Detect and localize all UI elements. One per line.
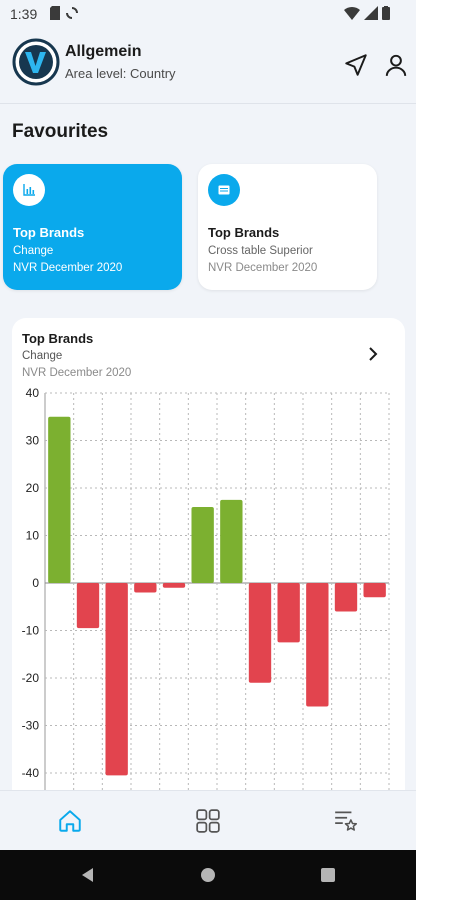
sync-icon	[66, 7, 78, 19]
chart-bar[interactable]	[306, 583, 329, 707]
favourite-card-period: NVR December 2020	[13, 262, 123, 274]
favourite-card-title: Top Brands	[13, 225, 85, 240]
favourite-card-title: Top Brands	[208, 225, 280, 240]
favourite-card-top-brands-change[interactable]: Top Brands Change NVR December 2020	[3, 164, 182, 290]
favourite-card-period: NVR December 2020	[208, 262, 318, 274]
location-button[interactable]	[341, 50, 371, 80]
status-time: 1:39	[10, 6, 38, 22]
bar-chart-icon	[23, 184, 35, 196]
favourite-card-subtitle: Cross table Superior	[208, 245, 313, 257]
page-title: Allgemein	[65, 43, 142, 60]
chart-bar[interactable]	[76, 583, 100, 629]
system-navigation-bar	[0, 850, 416, 900]
profile-button[interactable]	[381, 50, 411, 80]
chart-bar[interactable]	[105, 583, 128, 776]
y-tick-label: 40	[26, 386, 40, 400]
chart-bar[interactable]	[134, 583, 157, 593]
app-header: Allgemein Area level: Country	[0, 28, 416, 104]
status-bar: 1:39	[0, 0, 416, 28]
chart-bar[interactable]	[334, 583, 358, 612]
open-chart-button[interactable]	[363, 344, 383, 364]
chart-card-subtitle: Change	[22, 350, 63, 362]
y-tick-label: -30	[22, 719, 40, 733]
grid-icon	[196, 809, 220, 833]
nav-favourites[interactable]	[330, 805, 362, 837]
area-level-label: Area level: Country	[65, 66, 176, 81]
battery-icon	[382, 6, 390, 20]
y-tick-label: -20	[22, 671, 40, 685]
home-circle-icon[interactable]	[198, 865, 218, 885]
chart-card-title: Top Brands	[22, 331, 94, 346]
favourites-heading: Favourites	[12, 121, 109, 142]
sd-card-icon	[50, 6, 60, 20]
y-tick-label: 20	[26, 481, 40, 495]
chevron-right-icon	[369, 347, 378, 361]
favourites-list-icon	[335, 811, 358, 831]
app-screen: 1:39 Allgemein Area level: Country	[0, 0, 416, 900]
user-icon	[385, 54, 407, 76]
y-tick-label: 10	[26, 529, 40, 543]
chart-bar[interactable]	[220, 499, 243, 583]
chart-card[interactable]: Top Brands Change NVR December 2020 40 30…	[12, 318, 405, 798]
table-icon	[218, 185, 230, 195]
chart-bar[interactable]	[162, 583, 186, 588]
y-tick-label: 0	[32, 576, 39, 590]
recents-icon[interactable]	[318, 865, 338, 885]
favourite-card-top-brands-cross-table[interactable]: Top Brands Cross table Superior NVR Dece…	[198, 164, 377, 290]
chart-bar[interactable]	[363, 583, 386, 598]
home-icon	[59, 810, 81, 832]
y-tick-label: -40	[22, 766, 40, 780]
chart-bar[interactable]	[191, 507, 214, 583]
back-icon[interactable]	[78, 865, 98, 885]
app-logo	[12, 38, 60, 86]
y-tick-label: -10	[22, 624, 40, 638]
chart-bar[interactable]	[248, 583, 272, 683]
favourite-card-subtitle: Change	[13, 245, 54, 257]
chart-bar[interactable]	[277, 583, 300, 643]
bottom-navigation	[0, 790, 416, 850]
y-tick-label: 30	[26, 434, 40, 448]
signal-icon	[364, 6, 378, 20]
nav-home[interactable]	[54, 805, 86, 837]
chart-bar[interactable]	[48, 416, 71, 583]
chart-card-period: NVR December 2020	[22, 367, 132, 379]
navigation-arrow-icon	[345, 54, 367, 76]
wifi-icon	[344, 7, 360, 20]
nav-dashboard[interactable]	[192, 805, 224, 837]
bar-chart: 40 30 20 10 0 -10 -20 -30 -40	[22, 386, 390, 797]
